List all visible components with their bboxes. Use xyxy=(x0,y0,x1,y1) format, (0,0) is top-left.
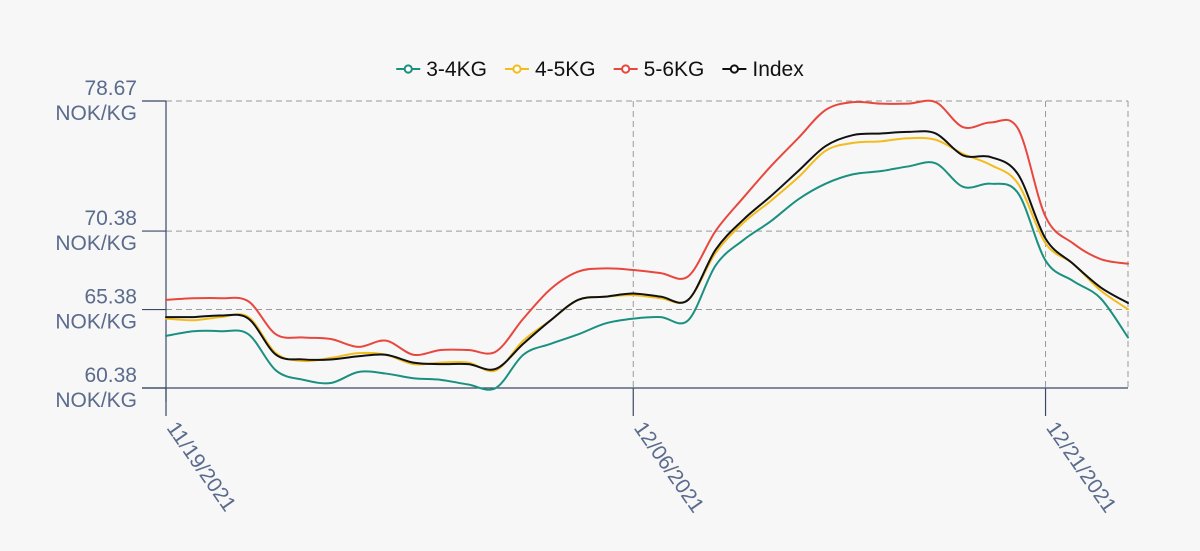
x-tick-label-0: 11/19/2021 xyxy=(162,418,240,516)
legend-label: 4-5KG xyxy=(535,58,596,81)
y-tick-unit-3: NOK/KG xyxy=(55,102,137,125)
legend-item-3-4kg[interactable]: 3-4KG xyxy=(396,58,487,81)
series-layer xyxy=(165,99,1129,391)
legend-label: Index xyxy=(752,58,804,81)
legend-marker-dot xyxy=(512,64,522,74)
series-line-index xyxy=(165,130,1129,371)
legend-marker-dot xyxy=(403,64,413,74)
y-axis-ticks: 60.38NOK/KG65.38NOK/KG70.38NOK/KG78.67NO… xyxy=(55,77,137,412)
y-tick-label-1: 65.38 xyxy=(84,286,137,309)
legend-item-index[interactable]: Index xyxy=(722,58,804,81)
legend: 3-4KG 4-5KG 5-6KG Index xyxy=(396,58,804,81)
x-tick-label-1: 12/06/2021 xyxy=(629,418,708,517)
legend-marker-dot xyxy=(621,64,631,74)
grid-layer xyxy=(165,100,1129,389)
y-tick-unit-1: NOK/KG xyxy=(55,311,137,334)
legend-label: 5-6KG xyxy=(644,58,705,81)
x-axis-ticks: 11/19/2021 12/06/2021 12/21/2021 xyxy=(162,418,1121,517)
axis-layer xyxy=(142,100,1128,416)
y-tick-label-2: 70.38 xyxy=(84,207,137,230)
y-tick-unit-2: NOK/KG xyxy=(55,232,137,255)
series-line-5-6kg xyxy=(165,99,1129,357)
legend-item-4-5kg[interactable]: 4-5KG xyxy=(504,58,596,81)
series-line-4-5kg xyxy=(165,136,1129,373)
y-tick-label-3: 78.67 xyxy=(84,77,137,100)
series-line-3-4kg xyxy=(165,161,1129,391)
legend-item-5-6kg[interactable]: 5-6KG xyxy=(613,58,705,81)
x-tick-label-2: 12/21/2021 xyxy=(1041,418,1120,517)
legend-marker-dot xyxy=(729,64,739,74)
y-tick-unit-0: NOK/KG xyxy=(55,389,137,412)
y-tick-label-0: 60.38 xyxy=(84,364,137,387)
legend-label: 3-4KG xyxy=(426,58,487,81)
